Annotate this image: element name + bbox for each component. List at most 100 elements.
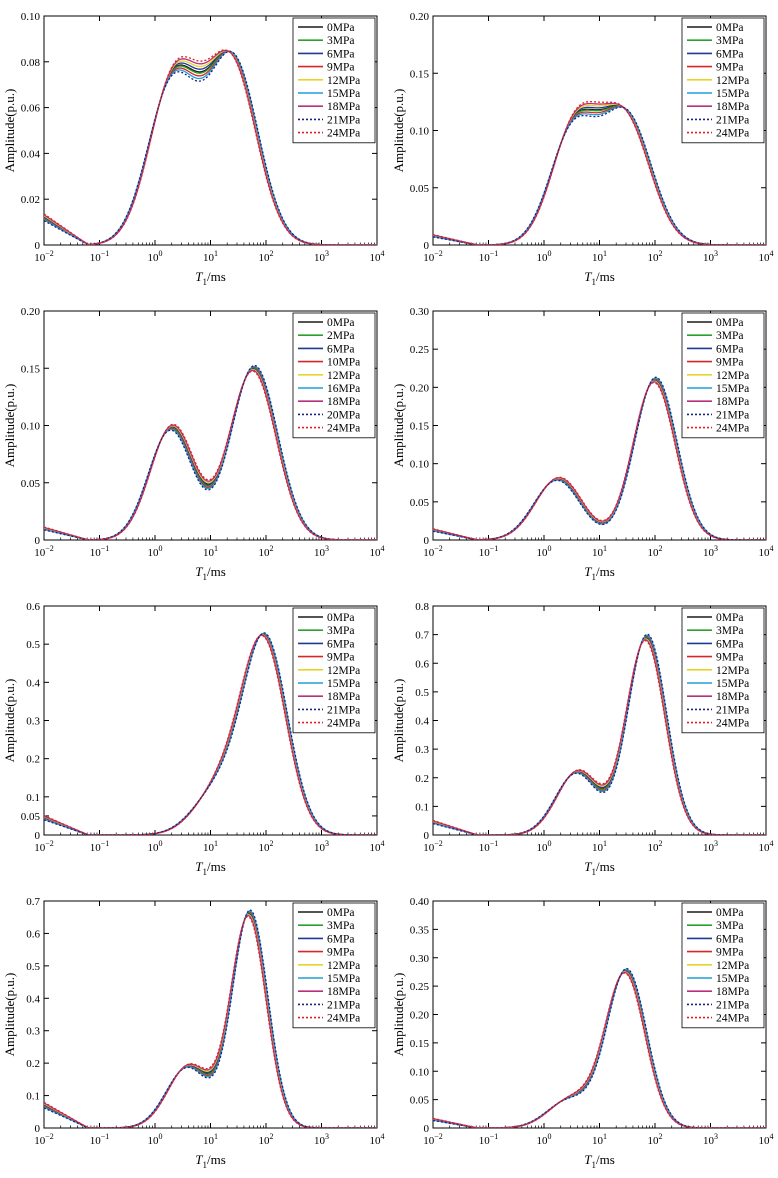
y-tick-label: 0.4	[26, 993, 40, 1005]
legend-label: 0MPa	[716, 317, 743, 329]
y-tick-label: 0.4	[415, 716, 429, 728]
x-tick-label: 103	[314, 1132, 329, 1147]
chart-panel-3: 10−2 10−1 100 101 102 103 104 0 0.05 0.10 0.15 0.20…	[2, 306, 385, 582]
legend-label: 12MPa	[716, 960, 749, 972]
legend-label: 6MPa	[716, 933, 743, 945]
y-axis-title: Amplitude(p.u.)	[2, 973, 17, 1057]
y-tick-label: 0.08	[21, 57, 41, 69]
x-tick-label: 101	[203, 1132, 218, 1147]
x-tick-label: 103	[703, 249, 718, 264]
y-tick-label: 0	[424, 240, 430, 252]
legend-label: 18MPa	[327, 986, 360, 998]
x-tick-label: 104	[370, 1132, 385, 1147]
y-tick-label: 0	[35, 535, 41, 547]
legend-label: 24MPa	[327, 423, 360, 435]
legend-label: 0MPa	[327, 317, 354, 329]
legend-label: 3MPa	[716, 625, 743, 637]
x-tick-label: 100	[148, 544, 163, 559]
y-axis-title: Amplitude(p.u.)	[2, 384, 17, 468]
y-tick-label: 0.6	[415, 658, 429, 670]
y-tick-label: 0.4	[26, 677, 40, 689]
y-tick-label: 0	[424, 830, 430, 842]
x-tick-label: 100	[148, 1132, 163, 1147]
legend-label: 0MPa	[327, 22, 354, 34]
x-tick-label: 100	[148, 249, 163, 264]
x-axis-title: T1/ms	[584, 269, 615, 287]
legend-label: 21MPa	[716, 999, 749, 1011]
x-tick-label: 104	[759, 544, 774, 559]
legend-label: 15MPa	[327, 973, 360, 985]
y-tick-label: 0.20	[410, 1010, 430, 1022]
x-tick-label: 10−1	[479, 839, 499, 854]
legend-label: 18MPa	[716, 101, 749, 113]
legend-label: 9MPa	[716, 357, 743, 369]
x-axis-title: T1/ms	[195, 564, 226, 582]
x-tick-label: 100	[537, 249, 552, 264]
y-tick-label: 0.10	[410, 1066, 430, 1078]
x-tick-label: 101	[203, 839, 218, 854]
chart-panel-4: 10−2 10−1 100 101 102 103 104 0 0.05 0.10 0.15 0.20…	[391, 306, 774, 582]
x-tick-label: 102	[648, 1132, 663, 1147]
y-tick-label: 0.15	[410, 68, 430, 80]
legend-label: 15MPa	[716, 678, 749, 690]
y-tick-label: 0.40	[410, 896, 430, 908]
x-tick-label: 104	[759, 1132, 774, 1147]
x-tick-label: 104	[370, 249, 385, 264]
legend-label: 0MPa	[716, 612, 743, 624]
series-line-24MPa	[44, 634, 377, 835]
legend-label: 12MPa	[716, 75, 749, 87]
x-tick-label: 10−1	[90, 544, 110, 559]
y-tick-label: 0.2	[415, 773, 429, 785]
y-axis-title: Amplitude(p.u.)	[391, 89, 406, 173]
x-tick-label: 100	[537, 839, 552, 854]
legend-label: 0MPa	[716, 907, 743, 919]
y-tick-label: 0.30	[410, 306, 430, 318]
y-tick-label: 0.25	[410, 344, 430, 356]
x-tick-label: 103	[703, 1132, 718, 1147]
x-tick-label: 10−2	[423, 1132, 443, 1147]
y-tick-label: 0.15	[410, 421, 430, 433]
y-tick-label: 0	[35, 1123, 41, 1135]
x-tick-label: 10−1	[90, 839, 110, 854]
legend-label: 18MPa	[716, 396, 749, 408]
x-tick-label: 104	[759, 839, 774, 854]
legend-label: 6MPa	[716, 638, 743, 650]
legend-label: 21MPa	[327, 114, 360, 126]
x-tick-label: 104	[370, 544, 385, 559]
y-tick-label: 0.10	[21, 421, 41, 433]
y-axis-title: Amplitude(p.u.)	[391, 679, 406, 763]
x-tick-label: 101	[592, 544, 607, 559]
legend-label: 0MPa	[327, 907, 354, 919]
legend-label: 18MPa	[716, 691, 749, 703]
y-tick-label: 0.05	[410, 183, 430, 195]
series-line-21MPa	[44, 632, 377, 835]
legend-label: 9MPa	[327, 652, 354, 664]
x-tick-label: 101	[203, 544, 218, 559]
y-tick-label: 0.5	[415, 687, 429, 699]
legend-label: 21MPa	[716, 704, 749, 716]
x-tick-label: 10−2	[34, 1132, 54, 1147]
legend-label: 24MPa	[716, 128, 749, 140]
x-tick-label: 101	[592, 249, 607, 264]
x-tick-label: 102	[259, 249, 274, 264]
legend-label: 9MPa	[716, 652, 743, 664]
legend-label: 20MPa	[327, 409, 360, 421]
legend-label: 12MPa	[716, 370, 749, 382]
y-axis-title: Amplitude(p.u.)	[2, 679, 17, 763]
y-tick-label: 0.15	[21, 363, 41, 375]
y-tick-label: 0.02	[21, 194, 40, 206]
x-tick-label: 10−2	[423, 249, 443, 264]
x-tick-label: 104	[370, 839, 385, 854]
legend-label: 9MPa	[716, 947, 743, 959]
x-tick-label: 103	[703, 544, 718, 559]
legend-label: 24MPa	[327, 718, 360, 730]
legend-label: 6MPa	[327, 638, 354, 650]
series-line-24MPa	[433, 100, 766, 245]
x-tick-label: 102	[648, 544, 663, 559]
y-tick-label: 0.2	[26, 1058, 40, 1070]
chart-panel-6: 10−2 10−1 100 101 102 103 104 0 0.1 0.2 0.3 0.4 0.5 0…	[391, 601, 774, 877]
